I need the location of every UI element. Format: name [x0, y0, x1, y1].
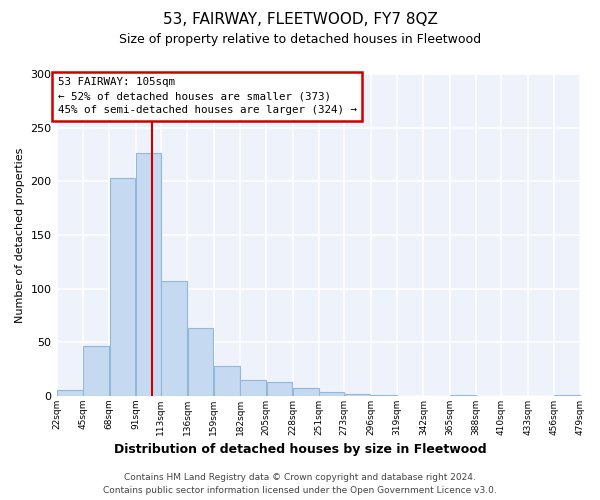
- Bar: [319, 392, 344, 396]
- Bar: [344, 394, 370, 396]
- Bar: [110, 178, 136, 396]
- Bar: [83, 346, 109, 396]
- Bar: [214, 366, 240, 396]
- Bar: [266, 382, 292, 396]
- Bar: [161, 281, 187, 396]
- Text: Size of property relative to detached houses in Fleetwood: Size of property relative to detached ho…: [119, 32, 481, 46]
- Bar: [188, 328, 214, 396]
- Bar: [450, 395, 476, 396]
- Bar: [57, 390, 83, 396]
- Bar: [554, 395, 580, 396]
- Text: 53, FAIRWAY, FLEETWOOD, FY7 8QZ: 53, FAIRWAY, FLEETWOOD, FY7 8QZ: [163, 12, 437, 28]
- Text: 53 FAIRWAY: 105sqm
← 52% of detached houses are smaller (373)
45% of semi-detach: 53 FAIRWAY: 105sqm ← 52% of detached hou…: [58, 77, 356, 115]
- Text: Distribution of detached houses by size in Fleetwood: Distribution of detached houses by size …: [113, 442, 487, 456]
- Y-axis label: Number of detached properties: Number of detached properties: [15, 147, 25, 322]
- Bar: [293, 388, 319, 396]
- Text: Contains HM Land Registry data © Crown copyright and database right 2024.: Contains HM Land Registry data © Crown c…: [124, 472, 476, 482]
- Bar: [371, 395, 397, 396]
- Bar: [136, 154, 161, 396]
- Text: Contains public sector information licensed under the Open Government Licence v3: Contains public sector information licen…: [103, 486, 497, 495]
- Bar: [240, 380, 266, 396]
